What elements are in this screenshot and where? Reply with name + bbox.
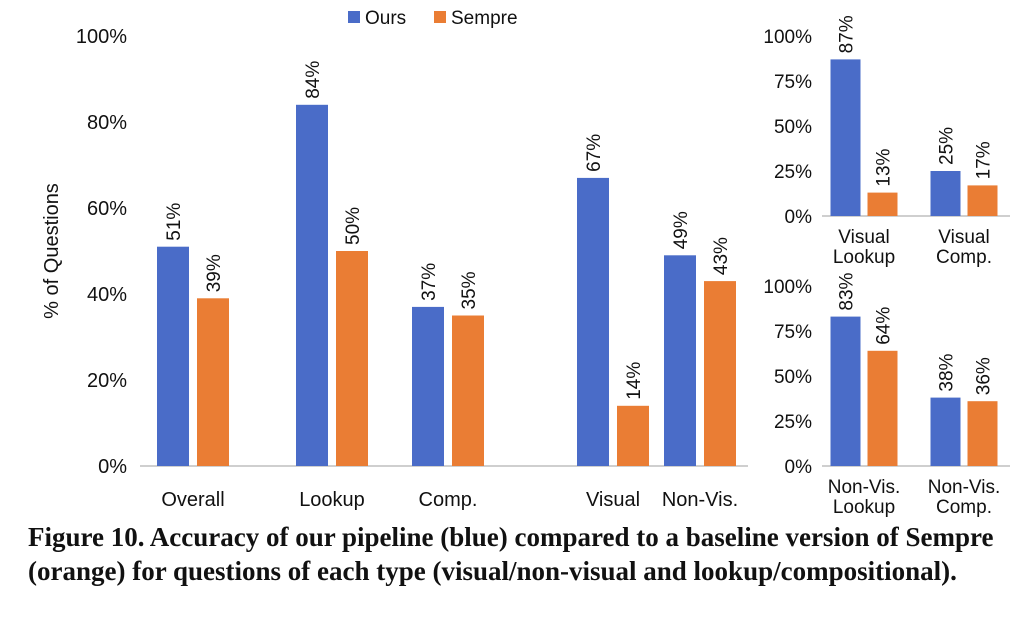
- bottom-inset-y-tick-label: 50%: [774, 367, 812, 388]
- y-axis-title: % of Questions: [41, 183, 63, 319]
- main-bar-ours: [577, 177, 609, 466]
- main-y-tick-label: 0%: [98, 456, 127, 478]
- top-inset-y-tick-label: 50%: [774, 117, 812, 138]
- legend-swatch-sempre: [434, 11, 446, 23]
- main-y-tick-label: 100%: [76, 26, 127, 48]
- main-bar-ours: [412, 306, 444, 466]
- main-y-tick-label: 40%: [87, 284, 127, 306]
- main-data-label: 50%: [343, 207, 364, 245]
- bottom-inset-category-label: Non-Vis.: [828, 477, 901, 498]
- bottom-inset-data-label: 83%: [837, 272, 858, 310]
- legend-swatch-ours: [348, 11, 360, 23]
- top-inset-data-label: 17%: [974, 141, 995, 179]
- main-bar-sempre: [704, 281, 736, 466]
- top-inset-y-tick-label: 25%: [774, 162, 812, 183]
- bottom-inset-data-label: 64%: [874, 307, 895, 345]
- figure-canvas: 0% 20% 40% 60% 80% 100% 51% 39% Overall 84% 50% Loo…: [41, 8, 1010, 518]
- main-y-tick-label: 60%: [87, 198, 127, 220]
- main-data-label: 37%: [419, 263, 440, 301]
- main-y-tick-label: 80%: [87, 112, 127, 134]
- top-inset-y-tick-label: 75%: [774, 72, 812, 93]
- bottom-inset-bar-sempre: [867, 350, 898, 466]
- main-bar-ours: [296, 104, 328, 467]
- main-data-label: 51%: [164, 203, 185, 241]
- bottom-inset-y-tick-label: 100%: [763, 277, 812, 298]
- main-bar-sempre: [197, 298, 229, 466]
- top-inset-bar-sempre: [967, 185, 998, 216]
- legend: Ours Sempre: [348, 8, 518, 29]
- top-inset-data-label: 25%: [937, 127, 958, 165]
- top-inset-category-label: Visual: [838, 227, 889, 248]
- legend-label-sempre: Sempre: [451, 8, 518, 29]
- top-inset-y-tick-label: 0%: [785, 207, 813, 228]
- main-category-label: Visual: [586, 489, 640, 511]
- figure-caption: Figure 10. Accuracy of our pipeline (blu…: [28, 522, 994, 586]
- main-bar-sempre: [452, 315, 484, 466]
- top-inset-data-label: 13%: [874, 148, 895, 186]
- main-category-label: Overall: [161, 489, 224, 511]
- top-inset-y-tick-label: 100%: [763, 27, 812, 48]
- bottom-inset-y-tick-label: 75%: [774, 322, 812, 343]
- main-bar-ours: [664, 255, 696, 466]
- top-inset-bar-ours: [830, 59, 861, 217]
- bottom-inset-data-label: 38%: [937, 353, 958, 391]
- top-inset-category-label: Comp.: [936, 247, 992, 268]
- bottom-inset-category-label: Lookup: [833, 497, 895, 518]
- main-data-label: 39%: [204, 254, 225, 292]
- main-data-label: 84%: [303, 61, 324, 99]
- top-inset-bar-ours: [930, 171, 961, 216]
- main-data-label: 35%: [459, 271, 480, 309]
- main-y-tick-label: 20%: [87, 370, 127, 392]
- bottom-inset-y-tick-label: 25%: [774, 412, 812, 433]
- bottom-inset-category-label: Non-Vis.: [928, 477, 1001, 498]
- bottom-inset-bar-ours: [930, 397, 961, 466]
- main-category-label: Lookup: [299, 489, 365, 511]
- bottom-inset-y-tick-label: 0%: [785, 457, 813, 478]
- top-inset-category-label: Lookup: [833, 247, 895, 268]
- legend-label-ours: Ours: [365, 8, 406, 29]
- main-data-label: 67%: [584, 134, 605, 172]
- main-data-label: 43%: [711, 237, 732, 275]
- main-data-label: 49%: [671, 211, 692, 249]
- main-data-label: 14%: [624, 362, 645, 400]
- top-inset-category-label: Visual: [938, 227, 989, 248]
- main-category-label: Comp.: [419, 489, 478, 511]
- bottom-inset-bar-ours: [830, 316, 861, 466]
- top-inset-data-label: 87%: [837, 15, 858, 53]
- main-category-label: Non-Vis.: [662, 489, 738, 511]
- bottom-inset-category-label: Comp.: [936, 497, 992, 518]
- main-bar-sempre: [336, 251, 368, 466]
- top-inset-bar-sempre: [867, 192, 898, 216]
- bottom-inset-data-label: 36%: [974, 357, 995, 395]
- main-bar-sempre: [617, 405, 649, 466]
- bottom-inset-bar-sempre: [967, 401, 998, 466]
- main-bar-ours: [157, 246, 189, 466]
- main-chart: 0% 20% 40% 60% 80% 100% 51% 39% Overall 84% 50% Loo…: [41, 26, 748, 511]
